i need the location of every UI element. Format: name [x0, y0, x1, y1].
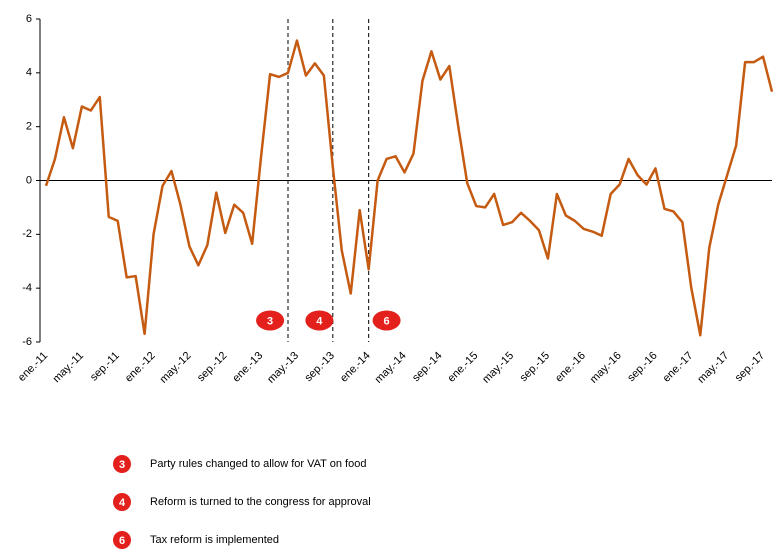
x-tick-label: sep.-14 — [410, 350, 444, 384]
legend-text: Tax reform is implemented — [150, 534, 279, 546]
legend-badge — [113, 531, 131, 549]
y-tick-label: 4 — [26, 67, 32, 79]
y-tick-label: 0 — [26, 174, 32, 186]
event-badge — [256, 310, 285, 331]
x-tick-label: ene.-14 — [338, 350, 373, 385]
x-tick-label: may.-13 — [265, 350, 301, 386]
x-tick-label: ene.-13 — [230, 350, 265, 385]
event-badge — [372, 310, 401, 331]
x-tick-label: ene.-11 — [16, 350, 50, 384]
x-tick-label: sep.-11 — [88, 350, 122, 384]
x-tick-label: sep.-16 — [625, 350, 659, 384]
x-tick-label: may.-15 — [480, 350, 516, 386]
y-tick-label: -6 — [22, 336, 32, 348]
x-tick-label: may.-17 — [695, 350, 731, 386]
y-tick-label: 2 — [26, 121, 32, 133]
legend-text: Reform is turned to the congress for app… — [150, 496, 371, 508]
legend-badge-label: 3 — [119, 459, 125, 471]
x-tick-label: ene.-16 — [553, 350, 588, 385]
event-badge-label: 4 — [316, 315, 323, 327]
x-tick-label: ene.-15 — [446, 350, 481, 385]
x-tick-label: sep.-15 — [518, 350, 552, 384]
event-badge-label: 3 — [267, 315, 273, 327]
x-tick-label: may.-14 — [373, 350, 409, 386]
y-tick-label: -4 — [22, 282, 32, 294]
x-tick-label: ene.-12 — [123, 350, 158, 385]
x-tick-label: sep.-13 — [303, 350, 337, 384]
x-tick-label: may.-16 — [588, 350, 624, 386]
event-badge-label: 6 — [384, 315, 390, 327]
x-tick-label: may.-11 — [51, 350, 86, 385]
x-tick-label: ene.-17 — [661, 350, 696, 385]
x-tick-label: may.-12 — [158, 350, 194, 386]
legend-badge-label: 4 — [119, 497, 126, 509]
y-tick-label: 6 — [26, 13, 32, 25]
legend-badge — [113, 455, 131, 473]
legend-badge-label: 6 — [119, 535, 125, 547]
data-line — [44, 39, 774, 337]
x-tick-label: sep.-12 — [195, 350, 229, 384]
event-badge — [305, 310, 334, 331]
legend-text: Party rules changed to allow for VAT on … — [150, 458, 366, 470]
y-tick-label: -2 — [22, 228, 32, 240]
legend-badge — [113, 493, 131, 511]
x-tick-label: sep.-17 — [733, 350, 767, 384]
